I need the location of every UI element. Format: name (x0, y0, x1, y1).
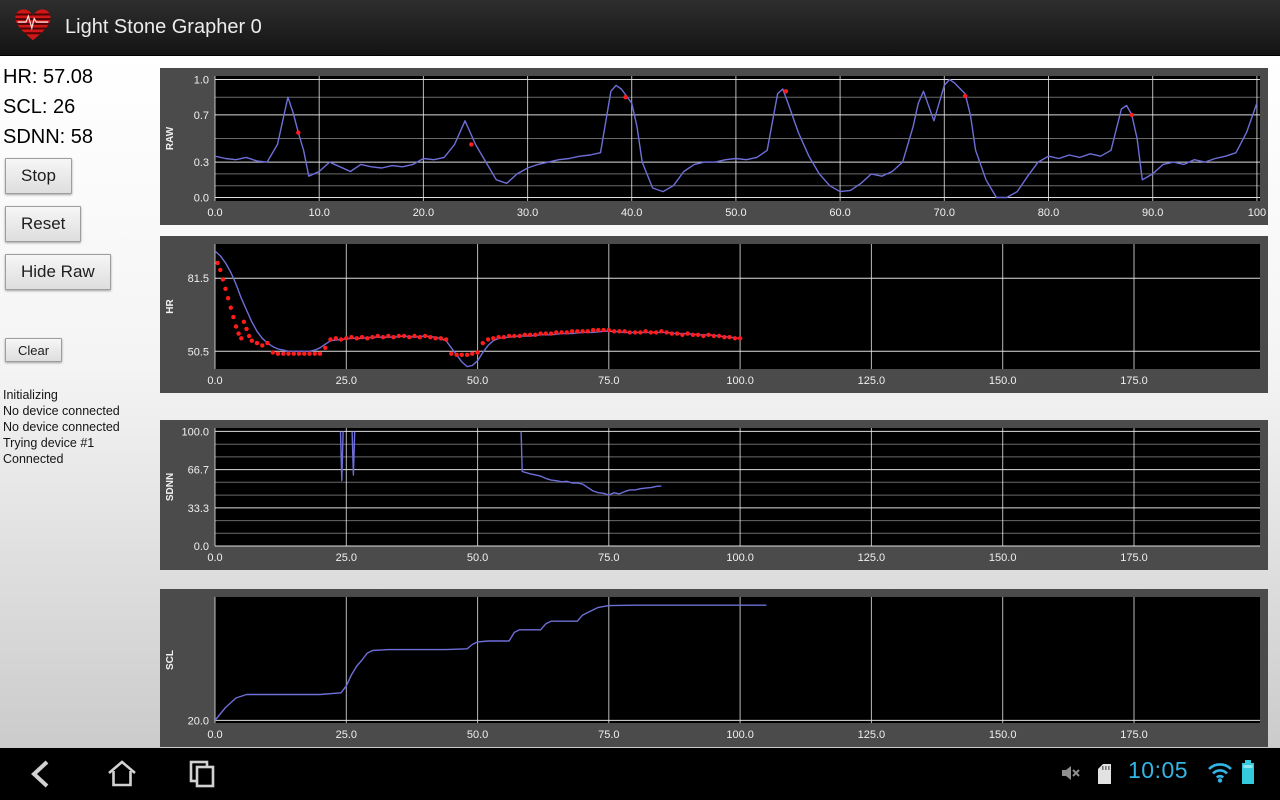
svg-text:HR: HR (165, 299, 176, 314)
battery-icon (1240, 759, 1256, 790)
status-log-line: Trying device #1 (3, 436, 95, 450)
sd-card-icon (1094, 762, 1114, 791)
sdnn-reading: SDNN: 58 (3, 126, 94, 148)
svg-text:RAW: RAW (165, 126, 176, 150)
svg-text:125.0: 125.0 (858, 729, 886, 741)
heart-app-icon (14, 8, 52, 47)
hide-raw-button[interactable]: Hide Raw (5, 254, 111, 290)
status-log-line: No device connected (3, 420, 120, 434)
svg-text:60.0: 60.0 (829, 207, 850, 219)
svg-text:20.0: 20.0 (413, 207, 434, 219)
svg-text:90.0: 90.0 (1142, 207, 1163, 219)
sdnn-chart: 0.0 33.3 66.7 100.0 0.0 25.0 50.0 75.0 100.0 125.… (160, 420, 1268, 570)
svg-text:33.3: 33.3 (188, 503, 209, 515)
status-log-line: No device connected (3, 404, 120, 418)
clock-text: 10:05 (1128, 757, 1189, 783)
svg-text:0.0: 0.0 (207, 552, 222, 564)
svg-text:150.0: 150.0 (989, 729, 1017, 741)
reset-button[interactable]: Reset (5, 206, 82, 242)
hr-reading: HR: 57.08 (3, 66, 94, 88)
svg-text:10.0: 10.0 (308, 207, 329, 219)
recents-icon[interactable] (184, 756, 220, 792)
scl-chart: 20.0 0.0 25.0 50.0 75.0 100.0 125.0 150.0 175.0 S… (160, 589, 1268, 747)
svg-text:25.0: 25.0 (336, 729, 357, 741)
svg-text:66.7: 66.7 (188, 465, 209, 477)
svg-text:0.0: 0.0 (194, 193, 209, 205)
svg-text:0.0: 0.0 (207, 375, 222, 387)
raw-chart: 0.0 0.3 0.7 1.0 0.0 10.0 20.0 30.0 40.0 50.0 60.0 7… (160, 68, 1268, 225)
svg-text:75.0: 75.0 (598, 552, 619, 564)
back-icon[interactable] (24, 756, 60, 792)
stop-button[interactable]: Stop (5, 158, 72, 194)
svg-text:100: 100 (1248, 207, 1266, 219)
svg-text:100.0: 100.0 (726, 375, 754, 387)
svg-text:75.0: 75.0 (598, 729, 619, 741)
svg-text:0.0: 0.0 (207, 729, 222, 741)
wifi-icon (1206, 760, 1234, 789)
svg-text:100.0: 100.0 (181, 426, 209, 438)
svg-text:SDNN: SDNN (165, 473, 176, 501)
status-log: Initializing No device connected No device… (3, 387, 160, 467)
svg-text:50.0: 50.0 (467, 552, 488, 564)
sidebar: HR: 57.08 SCL: 26 SDNN: 58 Stop Reset Hi… (0, 56, 160, 748)
svg-text:50.0: 50.0 (467, 729, 488, 741)
svg-text:175.0: 175.0 (1120, 552, 1148, 564)
svg-text:25.0: 25.0 (336, 375, 357, 387)
svg-text:100.0: 100.0 (726, 729, 754, 741)
svg-text:0.3: 0.3 (194, 157, 209, 169)
home-icon[interactable] (104, 756, 140, 792)
svg-text:70.0: 70.0 (934, 207, 955, 219)
svg-text:1.0: 1.0 (194, 75, 209, 87)
svg-text:150.0: 150.0 (989, 375, 1017, 387)
svg-text:80.0: 80.0 (1038, 207, 1059, 219)
svg-text:SCL: SCL (165, 650, 176, 670)
svg-text:150.0: 150.0 (989, 552, 1017, 564)
svg-text:50.0: 50.0 (467, 375, 488, 387)
svg-text:100.0: 100.0 (726, 552, 754, 564)
svg-text:40.0: 40.0 (621, 207, 642, 219)
clear-button[interactable]: Clear (5, 338, 63, 362)
svg-text:50.5: 50.5 (188, 346, 209, 358)
scl-reading: SCL: 26 (3, 96, 76, 118)
status-log-line: Initializing (3, 388, 58, 402)
svg-text:175.0: 175.0 (1120, 375, 1148, 387)
svg-text:125.0: 125.0 (858, 375, 886, 387)
action-bar: Light Stone Grapher 0 (0, 0, 1280, 56)
svg-text:175.0: 175.0 (1120, 729, 1148, 741)
svg-text:50.0: 50.0 (725, 207, 746, 219)
mute-icon (1060, 762, 1082, 789)
svg-text:30.0: 30.0 (517, 207, 538, 219)
svg-text:25.0: 25.0 (336, 552, 357, 564)
content-area: HR: 57.08 SCL: 26 SDNN: 58 Stop Reset Hi… (0, 56, 1280, 748)
hr-chart: 50.5 81.5 0.0 25.0 50.0 75.0 100.0 125.0 150.0 17… (160, 236, 1268, 393)
svg-text:75.0: 75.0 (598, 375, 619, 387)
charts-column: 0.0 0.3 0.7 1.0 0.0 10.0 20.0 30.0 40.0 50.0 60.0 7… (160, 56, 1268, 748)
svg-text:0.0: 0.0 (194, 541, 209, 553)
svg-text:20.0: 20.0 (188, 715, 209, 727)
svg-text:0.0: 0.0 (207, 207, 222, 219)
app-title: Light Stone Grapher 0 (65, 16, 262, 38)
system-nav-bar: 10:05 (0, 748, 1280, 800)
svg-text:81.5: 81.5 (188, 273, 209, 285)
svg-text:0.7: 0.7 (194, 110, 209, 122)
status-log-line: Connected (3, 452, 64, 466)
svg-text:125.0: 125.0 (858, 552, 886, 564)
